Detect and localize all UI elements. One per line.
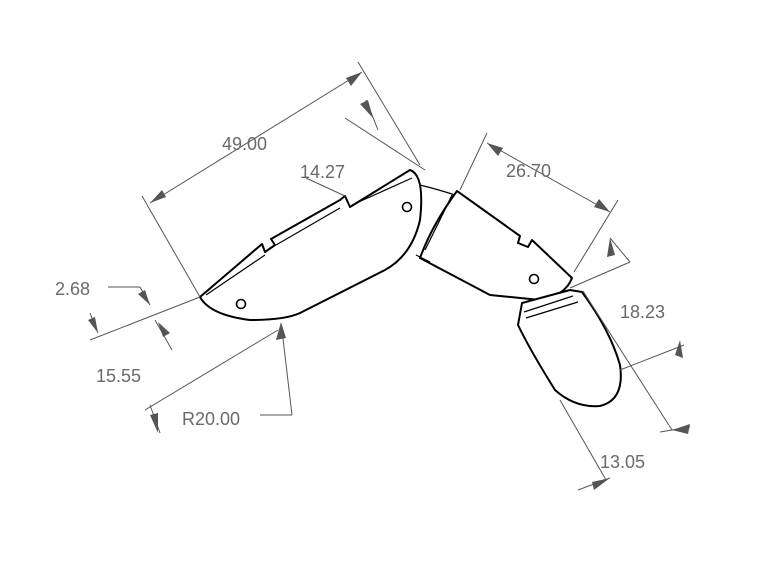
dim-15-55: 15.55 — [96, 366, 141, 386]
dim-14-27: 14.27 — [300, 162, 345, 182]
proximal-phalanx — [199, 169, 423, 321]
dim-2-68: 2.68 — [55, 279, 90, 299]
dim-18-23: 18.23 — [620, 302, 665, 322]
proximal-pin-hole — [235, 298, 247, 310]
distal-phalanx — [517, 289, 622, 408]
dimension-labels: 49.00 14.27 26.70 2.68 15.55 R20.00 18.2… — [55, 134, 665, 472]
dimension-lines — [88, 61, 691, 491]
proximal-joint-hole — [401, 201, 413, 213]
dim-26-70: 26.70 — [506, 161, 551, 181]
middle-phalanx — [415, 184, 573, 301]
middle-joint-hole — [528, 273, 540, 285]
dim-49-00: 49.00 — [222, 134, 267, 154]
dim-13-05: 13.05 — [600, 452, 645, 472]
dim-r20-00: R20.00 — [182, 409, 240, 429]
